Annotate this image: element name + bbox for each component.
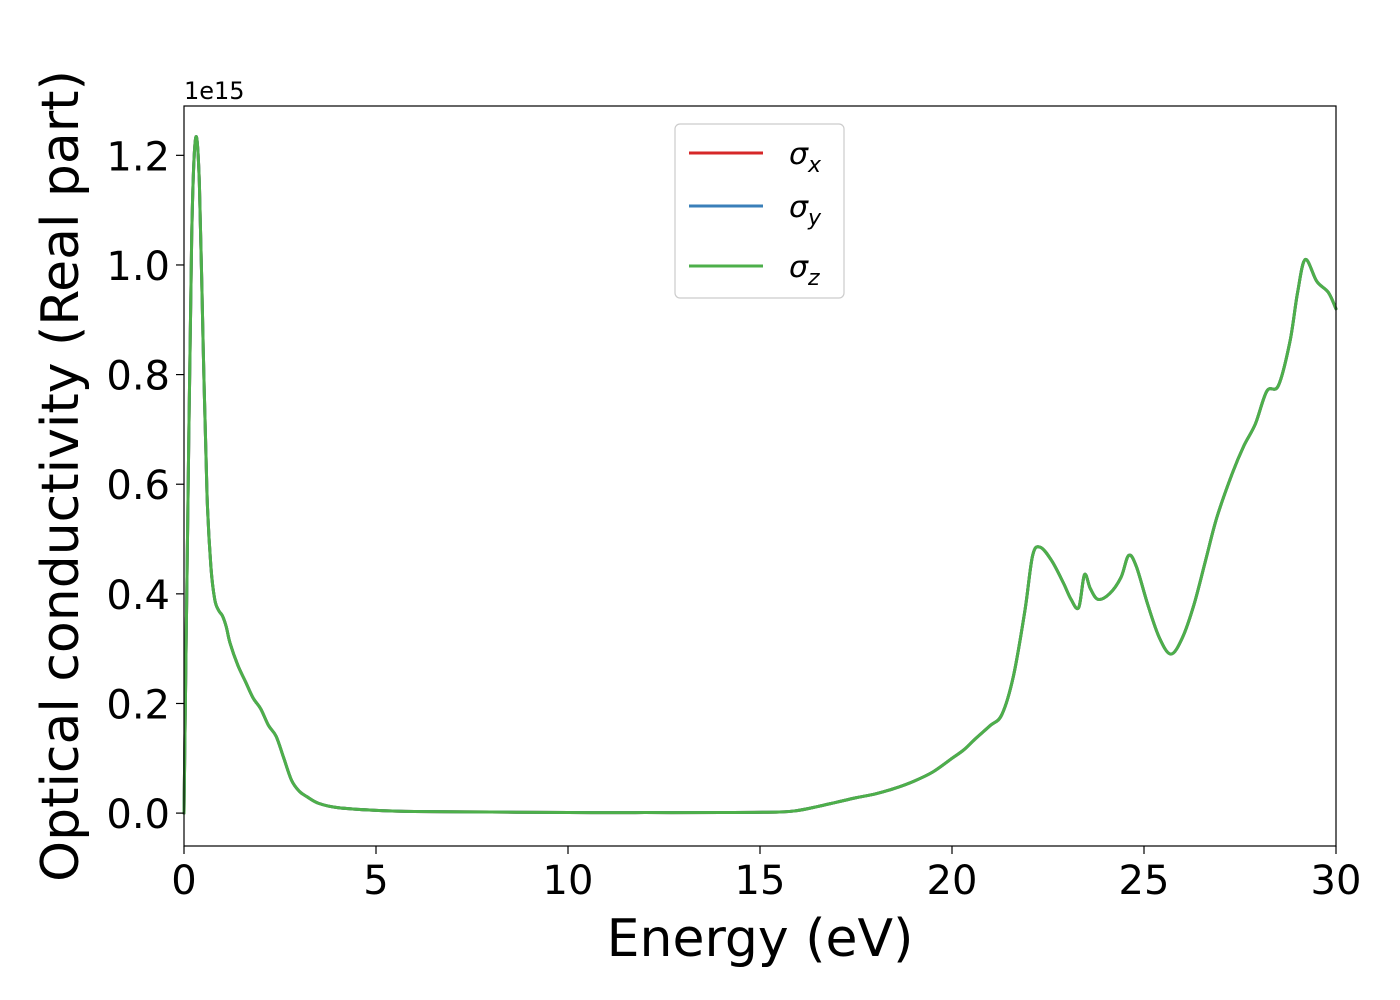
legend-subscript: z [807, 266, 820, 291]
x-tick-label: 5 [363, 858, 388, 904]
legend-label-z: σz [789, 250, 820, 291]
x-tick-label: 25 [1119, 858, 1170, 904]
y-tick-label: 0.4 [106, 573, 170, 619]
y-tick-label: 1.2 [106, 134, 170, 180]
x-tick-label: 30 [1311, 858, 1362, 904]
legend-symbol: σ [789, 137, 809, 172]
x-axis: 0 5 10 15 20 25 30 [171, 846, 1361, 904]
series-line-z [182, 135, 1338, 815]
y-tick-label: 0.8 [106, 354, 170, 400]
y-tick-label: 0.2 [106, 682, 170, 728]
x-axis-label: Energy (eV) [607, 909, 914, 969]
legend-box [674, 123, 845, 299]
legend-symbol: σ [789, 190, 809, 225]
y-axis-label: Optical conductivity (Real part) [31, 70, 91, 882]
legend-subscript: y [807, 206, 822, 231]
legend-symbol: σ [789, 250, 809, 285]
y-tick-label: 0.6 [106, 463, 170, 509]
y-offset-label: 1e15 [184, 77, 245, 105]
legend-label-x: σx [789, 137, 822, 178]
x-tick-label: 0 [171, 858, 196, 904]
x-tick-label: 10 [543, 858, 594, 904]
x-tick-label: 15 [735, 858, 786, 904]
legend-subscript: x [807, 153, 822, 178]
legend-label-y: σy [789, 190, 822, 231]
y-axis: 0.0 0.2 0.4 0.6 0.8 1.0 1.2 [106, 134, 184, 838]
series-layer [182, 135, 1338, 815]
x-tick-label: 20 [927, 858, 978, 904]
y-tick-label: 1.0 [106, 244, 170, 290]
y-tick-label: 0.0 [106, 792, 170, 838]
